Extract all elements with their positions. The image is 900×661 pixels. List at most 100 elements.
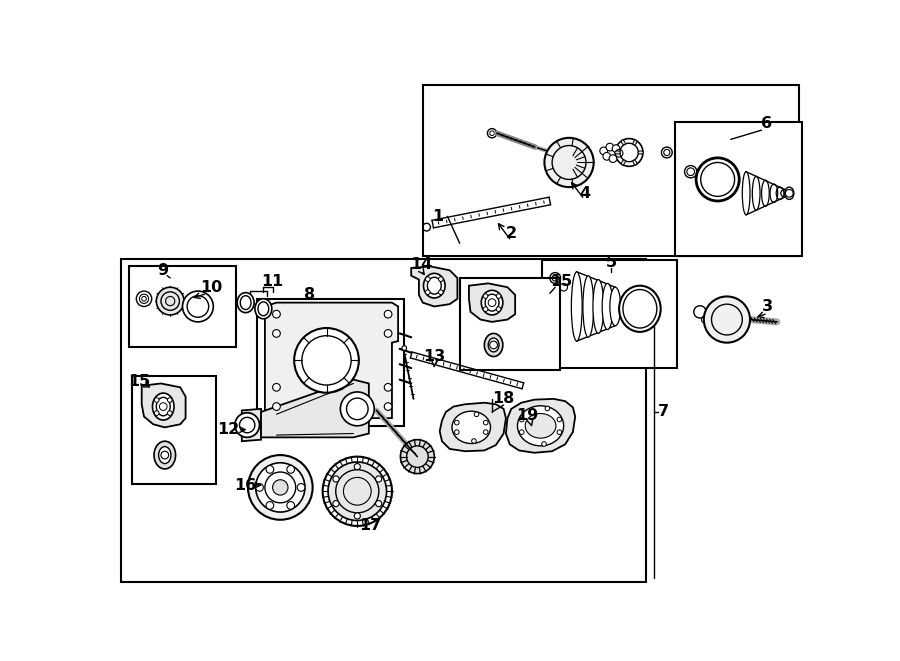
Circle shape	[273, 480, 288, 495]
Polygon shape	[506, 399, 575, 453]
Circle shape	[557, 417, 562, 422]
Circle shape	[287, 465, 294, 473]
Circle shape	[694, 305, 706, 318]
Circle shape	[375, 500, 382, 507]
Circle shape	[545, 406, 550, 410]
Circle shape	[333, 500, 339, 507]
Circle shape	[606, 143, 614, 151]
Circle shape	[297, 484, 305, 491]
Circle shape	[384, 330, 392, 337]
Circle shape	[294, 328, 359, 393]
Ellipse shape	[633, 160, 637, 165]
Text: 8: 8	[304, 288, 315, 303]
Ellipse shape	[593, 280, 604, 333]
Polygon shape	[440, 403, 506, 451]
Circle shape	[696, 158, 739, 201]
Circle shape	[159, 403, 167, 410]
Ellipse shape	[633, 140, 637, 145]
Ellipse shape	[158, 447, 171, 463]
Circle shape	[483, 420, 488, 425]
Circle shape	[426, 277, 430, 282]
Circle shape	[542, 442, 546, 446]
Ellipse shape	[602, 284, 613, 330]
Text: 3: 3	[762, 299, 773, 314]
Circle shape	[483, 430, 488, 434]
Polygon shape	[469, 284, 515, 322]
Ellipse shape	[785, 187, 794, 200]
Circle shape	[256, 484, 264, 491]
Ellipse shape	[154, 442, 176, 469]
Bar	[257, 299, 403, 426]
Ellipse shape	[152, 393, 174, 420]
Text: 18: 18	[492, 391, 515, 407]
Circle shape	[375, 476, 382, 482]
Circle shape	[167, 410, 172, 415]
Circle shape	[273, 383, 280, 391]
Bar	[121, 258, 646, 582]
Ellipse shape	[482, 290, 503, 315]
Circle shape	[472, 439, 476, 444]
Ellipse shape	[238, 293, 254, 313]
Polygon shape	[141, 383, 185, 428]
Circle shape	[490, 341, 498, 349]
Circle shape	[483, 307, 488, 311]
Circle shape	[355, 463, 360, 470]
Text: 7: 7	[657, 405, 669, 420]
Circle shape	[488, 299, 496, 307]
Circle shape	[384, 383, 392, 391]
Circle shape	[355, 513, 360, 519]
Text: 2: 2	[506, 226, 517, 241]
Polygon shape	[265, 303, 398, 418]
Text: 17: 17	[359, 518, 382, 533]
Text: 6: 6	[761, 116, 772, 132]
Circle shape	[273, 330, 280, 337]
Bar	[674, 122, 802, 256]
Circle shape	[426, 290, 430, 295]
Circle shape	[157, 288, 184, 315]
Polygon shape	[261, 379, 369, 438]
Circle shape	[519, 430, 524, 434]
Bar	[460, 278, 560, 370]
Ellipse shape	[583, 276, 594, 337]
Circle shape	[402, 346, 407, 350]
Circle shape	[340, 392, 374, 426]
Text: 14: 14	[410, 256, 432, 272]
Circle shape	[474, 412, 479, 416]
Circle shape	[167, 398, 172, 403]
Ellipse shape	[452, 411, 491, 444]
Ellipse shape	[518, 406, 563, 446]
Text: 12: 12	[218, 422, 239, 437]
Circle shape	[609, 155, 617, 163]
Circle shape	[599, 147, 608, 155]
Circle shape	[490, 131, 494, 136]
Text: 1: 1	[433, 209, 444, 224]
Circle shape	[384, 403, 392, 410]
Circle shape	[438, 290, 443, 295]
Polygon shape	[242, 409, 261, 442]
Circle shape	[161, 451, 168, 459]
Ellipse shape	[621, 140, 626, 145]
Ellipse shape	[424, 274, 446, 298]
Circle shape	[323, 457, 392, 526]
Circle shape	[183, 291, 213, 322]
Circle shape	[557, 430, 562, 434]
Ellipse shape	[638, 151, 644, 154]
Circle shape	[496, 293, 501, 298]
Circle shape	[256, 463, 305, 512]
Ellipse shape	[488, 338, 499, 352]
Circle shape	[273, 403, 280, 410]
Circle shape	[155, 398, 159, 403]
Circle shape	[454, 420, 459, 425]
Circle shape	[454, 430, 459, 434]
Circle shape	[266, 465, 274, 473]
Text: 16: 16	[235, 478, 256, 492]
Text: 13: 13	[423, 349, 446, 364]
Circle shape	[496, 307, 501, 311]
Circle shape	[616, 139, 643, 167]
Circle shape	[616, 149, 623, 157]
Bar	[129, 266, 237, 346]
Circle shape	[438, 277, 443, 282]
Circle shape	[235, 412, 259, 438]
Text: 5: 5	[606, 255, 617, 270]
Text: 4: 4	[579, 186, 590, 201]
